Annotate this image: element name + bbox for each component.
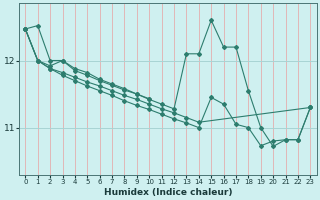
X-axis label: Humidex (Indice chaleur): Humidex (Indice chaleur) — [104, 188, 232, 197]
